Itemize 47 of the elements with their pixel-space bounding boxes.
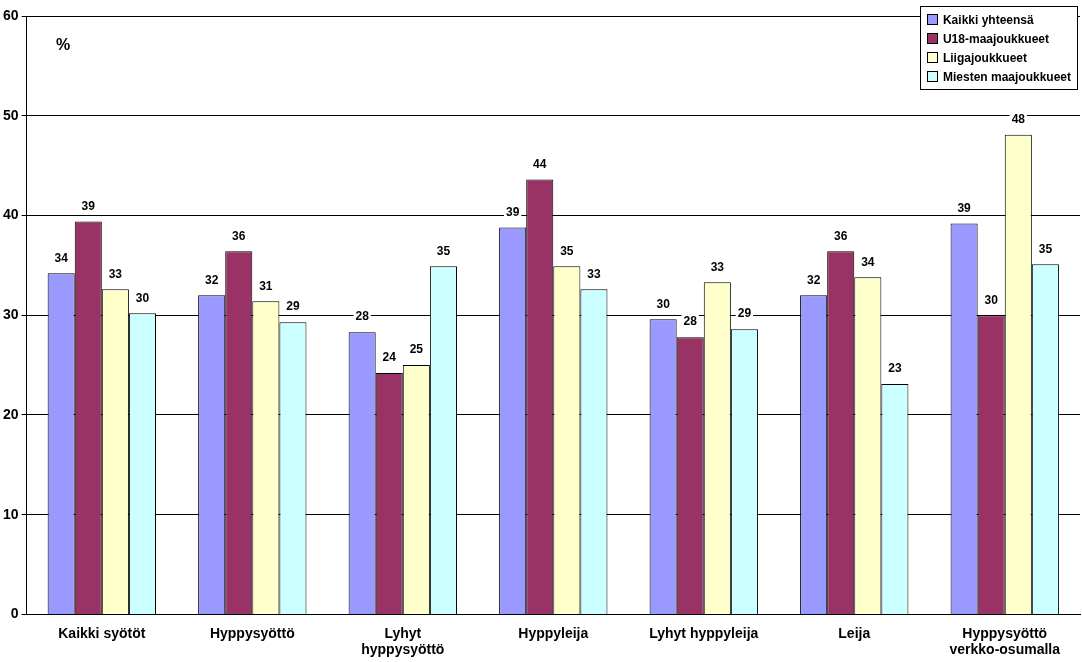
y-tick-label: 10 [2,505,19,522]
y-tick-label: 50 [2,106,19,123]
data-label: 31 [259,278,273,293]
data-label: 32 [204,272,219,287]
data-label: 35 [560,243,574,258]
data-label: 33 [710,259,725,274]
y-tick-label: 30 [2,306,19,323]
data-label: 30 [656,296,671,311]
data-label: 33 [587,266,601,281]
data-label: 48 [1011,112,1026,126]
data-label: 39 [957,200,972,215]
x-tick-label: Hyppyleija [518,624,589,641]
data-label: 39 [81,198,96,213]
legend-label: Liigajoukkueet [941,49,1028,67]
data-label: 34 [861,254,875,269]
data-label: 29 [286,299,300,314]
x-tick-label: Leija [838,624,871,641]
y-tick-label: 0 [10,605,19,622]
y-tick-label: 40 [2,206,19,223]
data-label: 30 [135,290,150,305]
data-label: 32 [806,272,821,287]
x-tick-label: Kaikki syötöt [58,624,146,641]
data-label: 33 [108,266,123,281]
data-label: 23 [888,361,902,376]
x-tick-label: Lyhyt hyppysyöttö [361,624,445,658]
legend-label: Miesten maajoukkueet [941,68,1071,86]
data-label: 30 [984,292,999,307]
data-label: 28 [683,314,698,329]
x-tick-label: Lyhyt hyppyleija [649,624,759,641]
y-tick-label: 20 [2,405,19,422]
data-label: 44 [533,156,547,171]
data-label: 29 [737,306,752,321]
x-tick-label: Hyppysyöttö [209,624,295,641]
legend-label: U18-maajoukkueet [941,30,1050,48]
data-label: 24 [382,350,397,365]
data-label: 35 [436,243,451,258]
y-tick-label: 60 [2,6,19,23]
data-label: 25 [409,342,424,357]
data-label: 36 [232,228,246,243]
x-tick-label: Hyppysyöttö verkko-osumalla [949,624,1061,658]
data-label: 39 [505,204,520,219]
data-label: 35 [1038,241,1053,256]
data-label: 34 [54,250,69,265]
data-label: 36 [834,228,848,243]
data-label: 28 [355,309,370,324]
legend-label: Kaikki yhteensä [941,11,1035,29]
annotation: % [56,36,71,54]
